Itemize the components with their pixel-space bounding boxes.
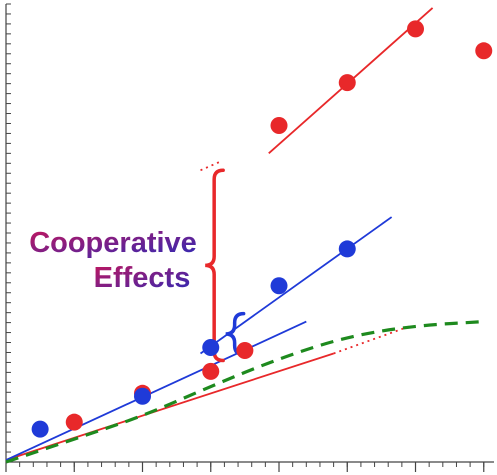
fit-line-4 [5,320,307,461]
data-point-series-0 [475,42,493,60]
annotation-layer: Cooperative Effects [29,227,197,294]
fit-line-3 [200,160,222,172]
data-point-series-0 [338,74,356,92]
data-point-series-1 [270,277,288,295]
data-points-layer [31,20,493,438]
data-point-series-1 [338,240,356,258]
braces-layer [205,168,246,363]
data-point-series-0 [236,341,254,359]
data-point-series-0 [65,413,83,431]
data-point-series-0 [407,20,425,38]
fit-line-0 [5,352,334,461]
data-point-series-1 [202,339,220,356]
data-point-series-0 [270,116,288,134]
fit-line-1 [333,325,409,355]
data-point-series-0 [202,362,220,380]
dashed-curve-line [5,320,484,464]
axes-layer [5,3,494,472]
data-point-series-1 [31,420,49,438]
brace-0 [205,168,225,363]
data-point-series-1 [134,387,152,405]
annotation-line-1: Cooperative [29,227,197,259]
annotation-line-2: Effects [94,262,191,294]
